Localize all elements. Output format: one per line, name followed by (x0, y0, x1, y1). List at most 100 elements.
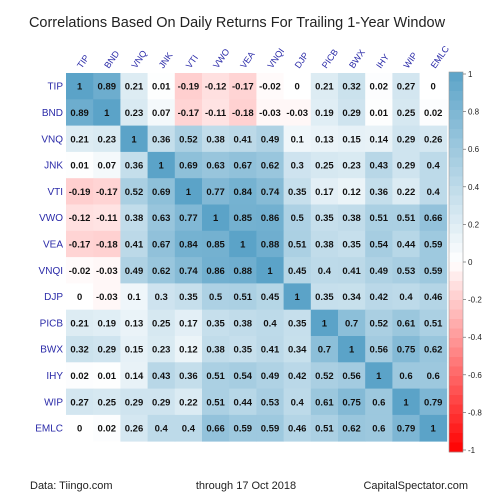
heatmap-cell (120, 283, 148, 311)
cell-value-label: 0.4 (263, 318, 277, 329)
heatmap-cell (365, 309, 393, 337)
heatmap-cell (120, 230, 148, 258)
cell-value-label: 0.35 (206, 318, 225, 329)
cell-value-label: 0.19 (98, 318, 117, 329)
heatmap-cell (120, 309, 148, 337)
legend-tick-label: -0.8 (468, 408, 482, 417)
cell-value-label: 0.36 (125, 161, 144, 172)
heatmap-cell (66, 178, 94, 205)
cell-value-label: 1 (403, 397, 409, 408)
cell-value-label: 0.43 (152, 371, 171, 382)
legend-swatch (449, 110, 463, 120)
cell-value-label: 0.02 (70, 371, 89, 382)
heatmap-cell (202, 257, 230, 284)
heatmap-cell (202, 151, 230, 179)
heatmap-cell (202, 309, 230, 337)
cell-value-label: 0.29 (342, 108, 361, 119)
legend-swatch (449, 262, 463, 272)
cell-value-label: 0.4 (427, 187, 441, 198)
column-label: EMLC (429, 44, 452, 71)
cell-value-label: 0.36 (179, 371, 198, 382)
cell-value-label: 0.14 (370, 134, 389, 145)
heatmap-cell (229, 283, 257, 311)
legend-swatch (449, 347, 463, 358)
cell-value-label: 0.4 (182, 424, 196, 435)
heatmap-cell (66, 362, 94, 389)
heatmap-cell (93, 283, 121, 311)
cell-value-label: 0.5 (209, 292, 223, 303)
heatmap-cell (120, 336, 148, 363)
cell-value-label: 0.5 (291, 213, 305, 224)
cell-value-label: 0.61 (315, 397, 334, 408)
heatmap-cell (310, 362, 339, 389)
heatmap-cell (310, 336, 339, 363)
heatmap-cell (256, 362, 284, 389)
cell-value-label: 0.79 (397, 424, 416, 435)
heatmap-cell (202, 362, 230, 389)
cell-value-label: 0.26 (125, 424, 144, 435)
heatmap-cell (283, 309, 312, 337)
cell-value-label: 0.79 (424, 397, 443, 408)
cell-value-label: 0.38 (125, 213, 144, 224)
heatmap-cell (147, 414, 176, 442)
heatmap-cell (147, 283, 176, 311)
cell-value-label: 0.02 (98, 424, 117, 435)
heatmap-cell (338, 257, 366, 284)
heatmap-cell (310, 414, 339, 442)
heatmap-cell (310, 204, 339, 232)
cell-value-label: 1 (104, 108, 110, 119)
heatmap-cell (365, 204, 393, 232)
column-label: VEA (238, 50, 257, 70)
cell-value-label: 0.86 (206, 266, 225, 277)
legend-swatch (449, 271, 463, 282)
heatmap-cell (66, 309, 94, 337)
cell-value-label: 0.35 (342, 239, 361, 250)
cell-value-label: 0.35 (288, 187, 307, 198)
cell-value-label: 0.52 (315, 371, 334, 382)
column-label: VNQI (265, 46, 286, 70)
cell-value-label: 0.54 (234, 371, 253, 382)
row-label: WIP (44, 397, 63, 408)
legend-swatch (449, 404, 463, 415)
heatmap-cell (392, 99, 420, 126)
heatmap-cell (310, 230, 339, 258)
cell-value-label: 0.89 (70, 108, 89, 119)
legend-swatch (449, 300, 463, 310)
heatmap-cell (256, 99, 284, 126)
heatmap-cell (202, 230, 230, 258)
row-label: TIP (47, 82, 63, 93)
heatmap-cell (66, 336, 94, 363)
heatmap-cell (229, 125, 257, 153)
legend-swatch (449, 119, 463, 130)
heatmap-cell (174, 178, 203, 205)
heatmap-cell (147, 73, 176, 100)
cell-value-label: 0.15 (125, 345, 144, 356)
heatmap-cell (202, 414, 230, 442)
cell-value-label: 0.49 (125, 266, 144, 277)
row-label: DJP (44, 292, 63, 303)
heatmap-cell (365, 73, 393, 100)
cell-value-label: 0.4 (399, 292, 413, 303)
legend-swatch (449, 167, 463, 177)
cell-value-label: 0.85 (206, 239, 225, 250)
cell-value-label: 0.3 (291, 161, 304, 172)
row-label: VEA (43, 239, 63, 250)
cell-value-label: -0.11 (96, 213, 118, 224)
heatmap-cell (392, 283, 420, 311)
heatmap-cell (310, 388, 339, 416)
cell-value-label: 0.7 (345, 318, 358, 329)
cell-value-label: 0.51 (206, 397, 225, 408)
cell-value-label: 0.41 (234, 134, 253, 145)
cell-value-label: 0.29 (152, 397, 171, 408)
cell-value-label: 0.51 (370, 213, 389, 224)
cell-value-label: 0.41 (125, 239, 144, 250)
heatmap-cell (93, 204, 121, 232)
heatmap-cell (174, 388, 203, 416)
cell-value-label: 0.42 (288, 371, 307, 382)
legend-swatch (449, 72, 463, 82)
cell-value-label: 0.6 (372, 397, 385, 408)
cell-value-label: 0.49 (261, 134, 280, 145)
column-label: JNK (157, 50, 175, 70)
heatmap-cell (66, 99, 94, 126)
heatmap-cell (229, 204, 257, 232)
